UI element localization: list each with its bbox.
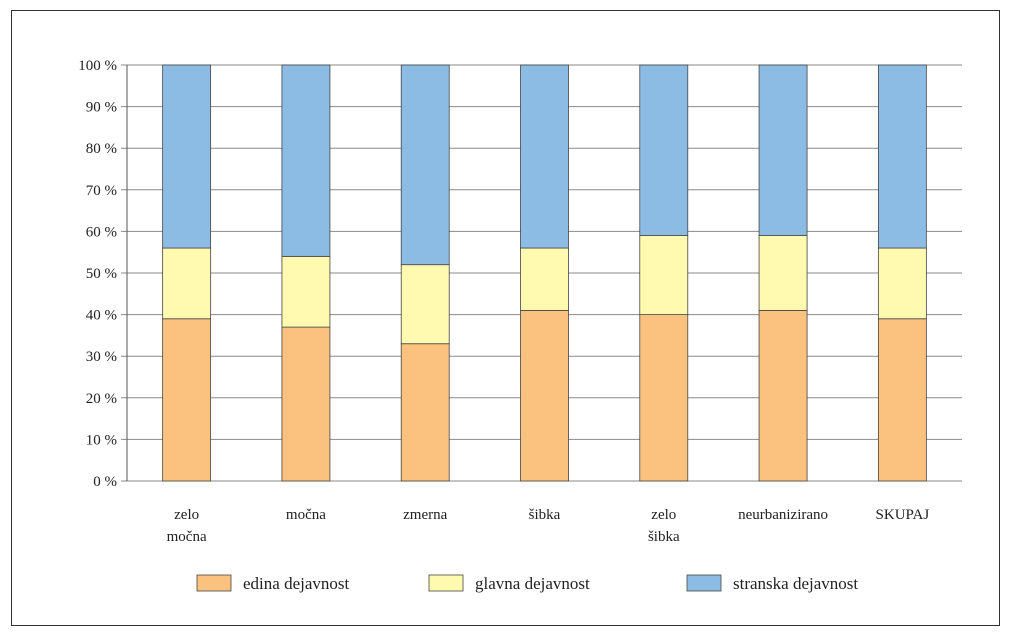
legend-label: edina dejavnost (243, 574, 349, 593)
bar-segment (400, 264, 450, 345)
y-tick-label: 80 % (86, 141, 117, 157)
bar-segment (162, 318, 212, 482)
legend-label: stranska dejavnost (733, 574, 858, 593)
y-tick-label: 50 % (86, 266, 117, 282)
legend-swatch (428, 574, 464, 592)
y-tick-label: 30 % (86, 349, 117, 365)
bar-segment (877, 64, 927, 249)
bar-segment (877, 247, 927, 320)
y-tick-label: 0 % (93, 474, 117, 490)
x-category-label: šibka (529, 507, 561, 523)
bar-segment (520, 310, 569, 482)
y-tick-label: 100 % (78, 58, 117, 74)
x-category-label: močna (286, 507, 326, 523)
bar-segment (877, 318, 927, 482)
y-tick-labels: 0 % 10 % 20 % 30 % 40 % 50 % 60 % 70 % 80 % 90 % 1… (78, 58, 117, 490)
bar-segment (400, 64, 450, 266)
bar-segment (639, 64, 689, 236)
y-tick-label: 40 % (86, 308, 117, 324)
bar-segment (758, 235, 808, 311)
x-category-label: SKUPAJ (876, 507, 930, 523)
bar-segment (520, 247, 569, 311)
bar-segment (639, 235, 689, 315)
bar-segment (520, 64, 569, 249)
y-tick-label: 10 % (86, 432, 117, 448)
bar-segment (281, 64, 331, 257)
stacked-bar-chart: 0 % 10 % 20 % 30 % 40 % 50 % 60 % 70 % 80 % 90 % 1… (78, 58, 962, 593)
x-category-label: zelo močna (167, 507, 207, 545)
bar-segment (281, 326, 331, 482)
bar-segment (281, 255, 331, 328)
legend: edina dejavnost glavna dejavnost stranska … (196, 574, 858, 593)
y-tick-label: 60 % (86, 224, 117, 240)
bar-segment (400, 343, 450, 482)
y-tick-label: 20 % (86, 391, 117, 407)
bar-segment (758, 310, 808, 482)
y-tick-label: 70 % (86, 183, 117, 199)
chart-frame: 0 % 10 % 20 % 30 % 40 % 50 % 60 % 70 % 80 % 90 % 1… (11, 10, 1000, 626)
legend-swatch (686, 574, 722, 592)
x-category-label: neurbanizirano (738, 507, 828, 523)
bar-segment (162, 64, 212, 249)
bar-segment (639, 314, 689, 482)
legend-swatch (196, 574, 232, 592)
y-tick-label: 90 % (86, 100, 117, 116)
x-category-label: zelo šibka (648, 507, 680, 545)
x-category-label: zmerna (403, 507, 447, 523)
x-category-labels: zelo močna močna zmerna šibka zelo šibka neurba… (167, 507, 930, 545)
bars (162, 64, 927, 482)
bar-segment (162, 247, 212, 320)
bar-segment (758, 64, 808, 236)
legend-label: glavna dejavnost (475, 574, 590, 593)
